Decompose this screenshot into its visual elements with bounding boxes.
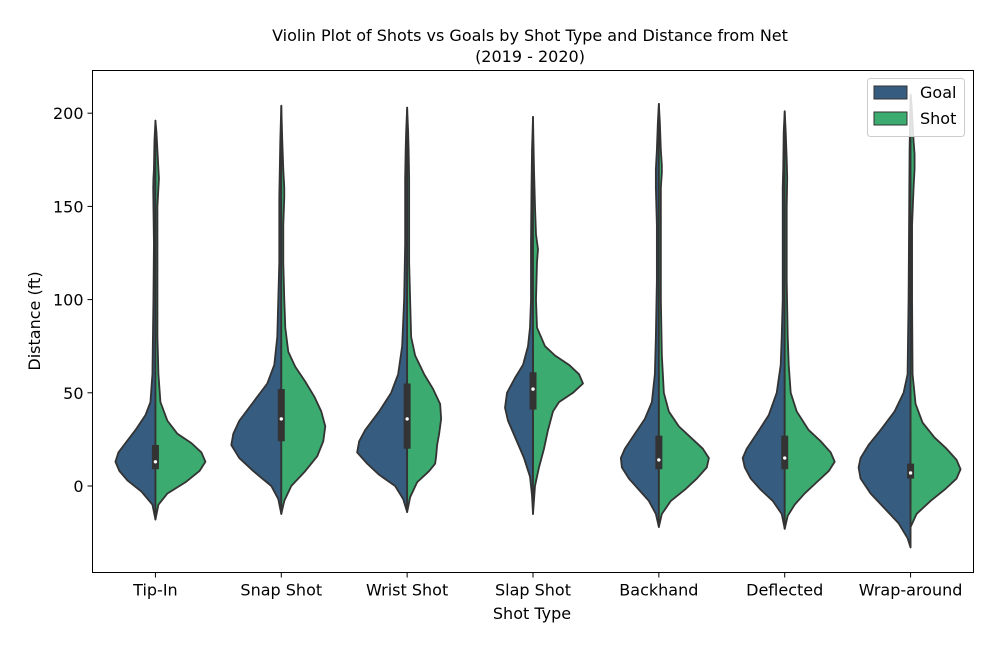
median-dot-wrap-around [908,471,913,475]
x-tick-label-tip-in: Tip-In [132,581,178,600]
y-tick-label-100: 100 [53,291,84,310]
iqr-box-tip-in [151,444,159,470]
x-tick-label-wrist-shot: Wrist Shot [366,581,448,600]
chart-title: Violin Plot of Shots vs Goals by Shot Ty… [272,26,788,45]
y-axis-label: Distance (ft) [25,271,44,370]
y-tick-label-200: 200 [53,104,84,123]
violin-goal-snap-shot [230,104,283,515]
x-tick-label-backhand: Backhand [619,581,698,600]
title-block: Violin Plot of Shots vs Goals by Shot Ty… [272,26,788,66]
iqr-box-backhand [655,435,663,470]
violin-shot-backhand [657,102,710,528]
violin-goal-wrist-shot [356,106,409,513]
x-tick-label-deflected: Deflected [746,581,823,600]
legend-swatch-goal [873,85,908,100]
x-tick-label-snap-shot: Snap Shot [240,581,322,600]
median-dot-wrist-shot [405,417,409,421]
y-axis: 0 50 100 150 200 [53,104,93,496]
y-tick-label-50: 50 [63,384,83,403]
violin-shot-deflected [783,110,836,530]
iqr-box-snap-shot [277,389,285,442]
median-dot-snap-shot [279,417,283,421]
violin-goal-deflected [741,110,786,530]
violin-shot-tip-in [154,119,207,521]
x-axis-label: Shot Type [493,604,571,623]
y-tick-label-150: 150 [53,197,84,216]
legend-label-shot: Shot [920,109,956,128]
violin-goal-slap-shot [504,116,534,515]
iqr-box-wrist-shot [403,383,411,449]
y-tick-label-0: 0 [73,477,83,496]
median-dot-deflected [783,456,787,460]
legend-label-goal: Goal [920,83,956,102]
violin-shot-snap-shot [280,104,327,515]
violin-shot-wrap-around [909,93,962,528]
iqr-box-slap-shot [529,372,537,410]
iqr-box-deflected [781,435,789,470]
violin-shot-wrist-shot [406,106,443,513]
x-axis: Tip-In Snap Shot Wrist Shot Slap Shot Backha… [132,572,963,600]
box-layer [151,318,915,516]
violin-goal-tip-in [114,119,157,521]
violin-shot-slap-shot [532,116,584,515]
x-tick-label-wrap-around: Wrap-around [859,581,963,600]
median-dot-slap-shot [531,387,535,391]
median-dot-tip-in [153,460,158,464]
iqr-box-wrap-around [907,463,915,479]
chart-subtitle: (2019 - 2020) [475,47,585,66]
median-dot-backhand [657,458,661,462]
violin-goal-backhand [619,102,660,528]
violin-layer [114,93,962,549]
violin-goal-wrap-around [857,93,912,549]
legend-swatch-shot [873,111,908,126]
legend: Goal Shot [867,78,965,137]
x-tick-label-slap-shot: Slap Shot [495,581,571,600]
